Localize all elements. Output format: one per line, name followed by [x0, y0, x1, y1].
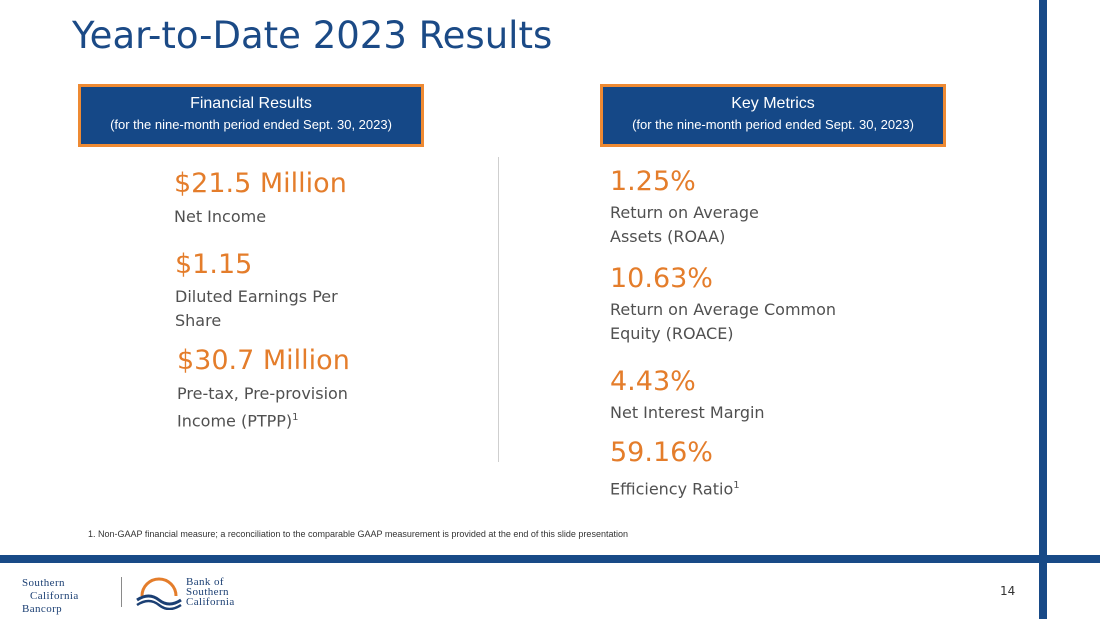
eps-label: Diluted Earnings Per Share	[175, 287, 338, 330]
footnote-mark: 1	[733, 480, 740, 491]
net-income-value: $21.5 Million	[174, 168, 347, 199]
page-title: Year-to-Date 2023 Results	[72, 14, 553, 57]
efficiency-ratio-value: 59.16%	[610, 437, 713, 468]
page-number: 14	[1000, 584, 1016, 598]
roaa-label: Return on Average Assets (ROAA)	[610, 203, 759, 246]
roace-value: 10.63%	[610, 263, 713, 294]
efficiency-ratio-label: Efficiency Ratio1	[610, 479, 740, 499]
nim-label: Net Interest Margin	[610, 403, 765, 422]
financial-results-title: Financial Results	[190, 95, 312, 112]
key-metrics-header: Key Metrics (for the nine-month period e…	[600, 84, 946, 147]
southern-california-bancorp-logo: Southern California Bancorp	[22, 577, 79, 615]
key-metrics-title: Key Metrics	[731, 95, 815, 112]
roaa-value: 1.25%	[610, 166, 696, 197]
bank-wave-logo-icon	[136, 577, 182, 610]
column-divider	[498, 157, 499, 462]
footer-accent-bar	[0, 555, 1100, 563]
financial-results-subtitle: (for the nine-month period ended Sept. 3…	[110, 117, 392, 132]
right-accent-bar	[1039, 0, 1047, 619]
roace-label: Return on Average Common Equity (ROACE)	[610, 300, 837, 343]
nim-value: 4.43%	[610, 366, 696, 397]
logo-separator	[121, 577, 122, 607]
footnote-mark: 1	[292, 412, 299, 423]
net-income-label: Net Income	[174, 207, 267, 226]
ptpp-label: Pre-tax, Pre-provision Income (PTPP)1	[177, 384, 348, 431]
bank-of-southern-california-logo: Bank of Southern California	[186, 576, 235, 608]
financial-results-header: Financial Results (for the nine-month pe…	[78, 84, 424, 147]
ptpp-value: $30.7 Million	[177, 345, 350, 376]
footnote: 1. Non-GAAP financial measure; a reconci…	[88, 529, 628, 539]
eps-value: $1.15	[175, 249, 253, 280]
key-metrics-subtitle: (for the nine-month period ended Sept. 3…	[632, 117, 914, 132]
